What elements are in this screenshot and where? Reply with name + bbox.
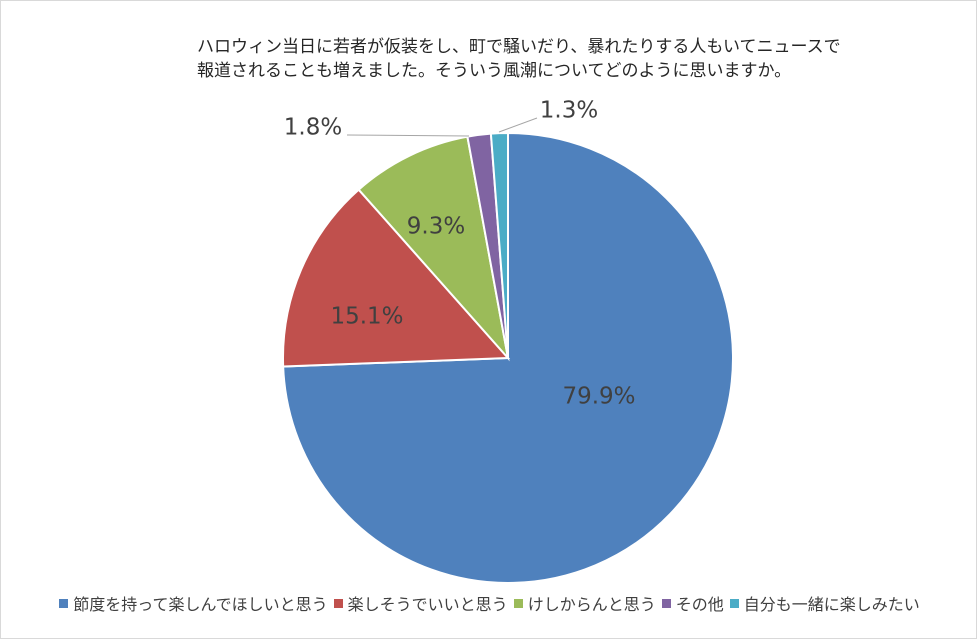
legend-swatch-4 [661, 598, 671, 608]
legend-swatch-1 [59, 598, 69, 608]
leader-line-5 [498, 117, 538, 133]
legend-label-1: 節度を持って楽しんでほしいと思う [73, 595, 328, 614]
chart-title-line-1: ハロウィン当日に若者が仮装をし、町で騒いだり、暴れたりする人もいてニュースで [197, 37, 841, 57]
leader-lines [346, 117, 538, 137]
pie-slice-3 [357, 135, 510, 362]
chart-legend: 節度を持って楽しんでほしいと思う 楽しそうでいいと思う けしからんと思う その他 自分も… [1, 591, 977, 615]
data-label-4: 1.8% [284, 115, 342, 141]
legend-swatch-3 [513, 598, 523, 608]
data-label-2: 15.1% [330, 304, 403, 330]
data-label-1: 79.9% [562, 384, 635, 410]
pie-slices [282, 131, 734, 584]
chart-title-line-2: 報道されることも増えました。そういう風潮についてどのように思いますか。 [197, 61, 792, 81]
data-labels: 79.9% 15.1% 9.3% 1.8% 1.3% [284, 98, 636, 410]
legend-item-1: 節度を持って楽しんでほしいと思う [59, 591, 328, 615]
leader-line-4 [346, 134, 470, 137]
legend-swatch-2 [333, 598, 343, 608]
chart-title: ハロウィン当日に若者が仮装をし、町で騒いだり、暴れたりする人もいてニュースで 報… [197, 35, 877, 83]
legend-label-4: その他 [675, 595, 724, 614]
legend-label-2: 楽しそうでいいと思う [347, 595, 508, 614]
legend-label-5: 自分も一緒に楽しみたい [743, 595, 920, 614]
legend-swatch-5 [729, 598, 739, 608]
legend-item-4: その他 [661, 591, 724, 615]
data-label-5: 1.3% [540, 98, 598, 124]
legend-item-5: 自分も一緒に楽しみたい [729, 591, 920, 615]
pie-slice-5 [489, 131, 509, 359]
legend-label-3: けしからんと思う [527, 595, 656, 614]
legend-item-3: けしからんと思う [513, 591, 656, 615]
pie-slice-2 [282, 188, 511, 368]
legend-item-2: 楽しそうでいいと思う [333, 591, 508, 615]
data-label-3: 9.3% [407, 214, 465, 240]
